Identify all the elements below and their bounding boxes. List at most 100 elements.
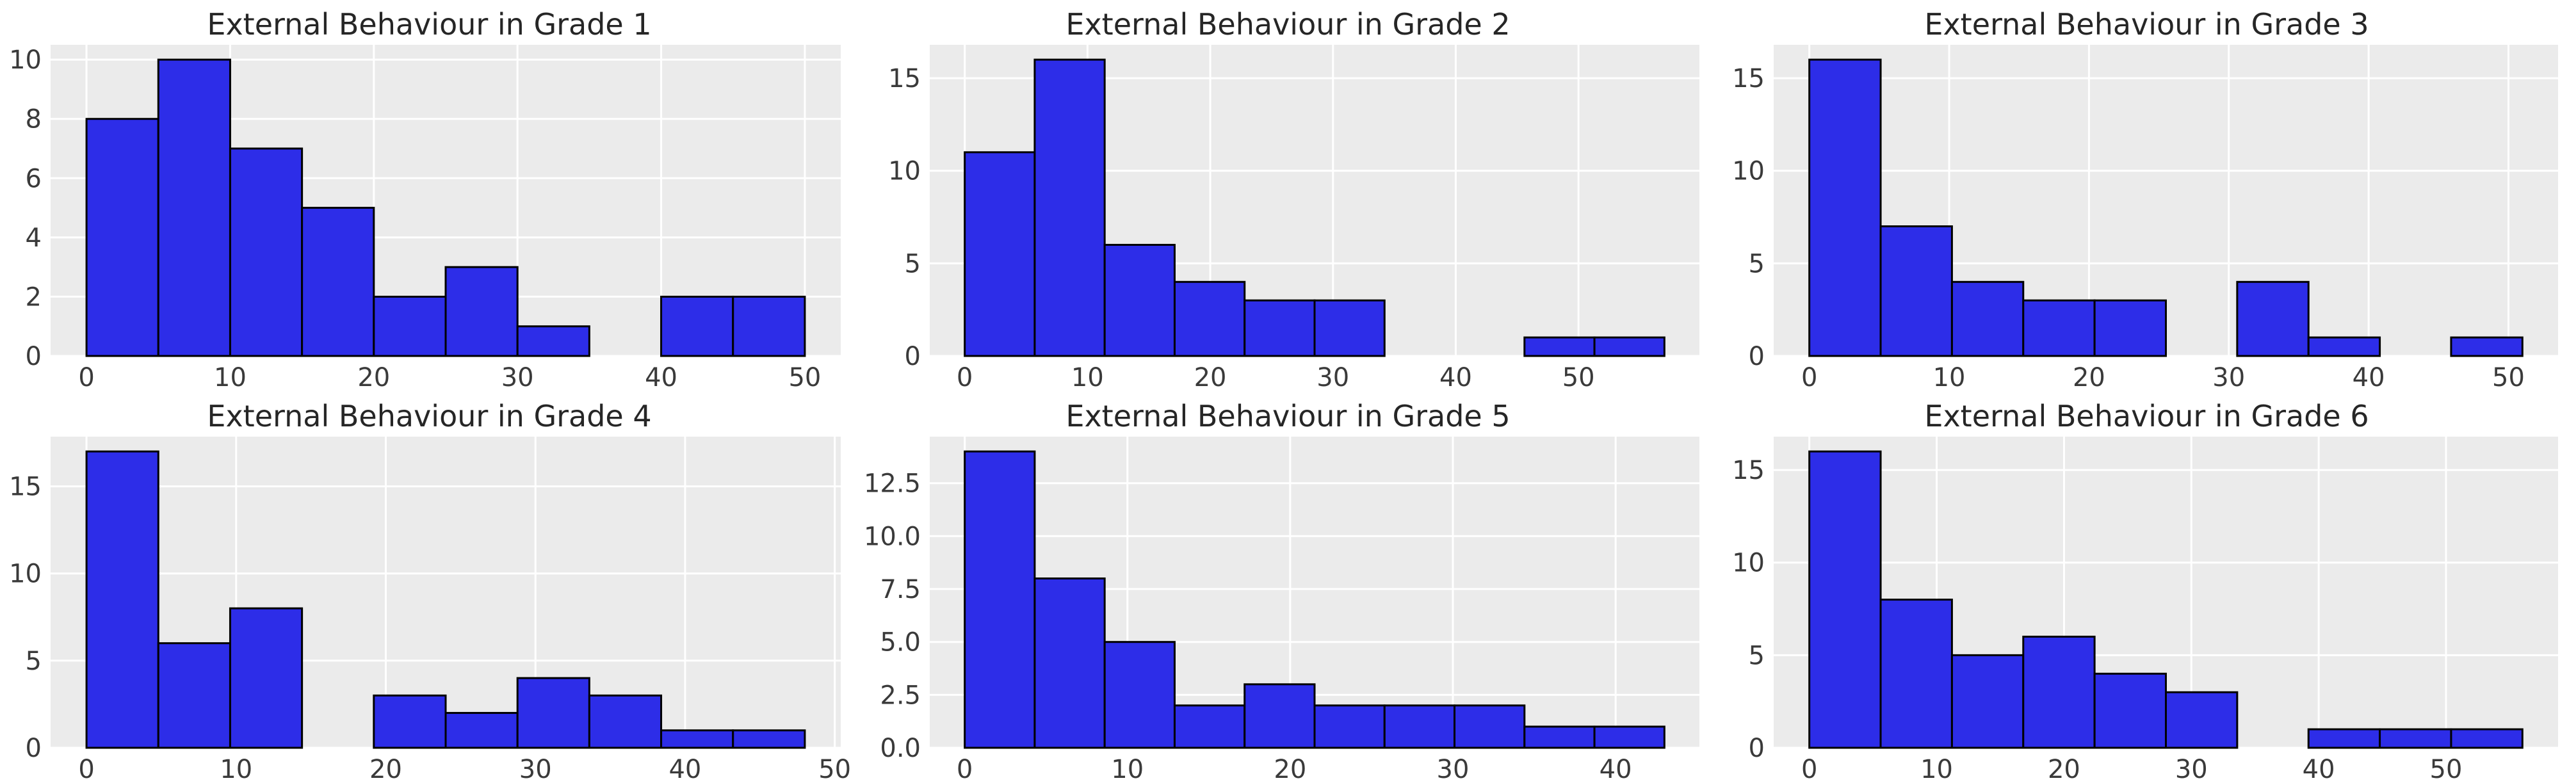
y-tick-label: 8 xyxy=(26,105,42,134)
y-tick-label: 15 xyxy=(9,472,42,501)
histogram-bar xyxy=(1950,280,2025,357)
plot-area-grade-6: 0 5 10 15 0 10 20 30 40 50 xyxy=(1732,436,2558,783)
chart-title-grade-4: External Behaviour in Grade 4 xyxy=(207,398,652,433)
histogram-bar xyxy=(1173,280,1246,357)
y-tick-label: 15 xyxy=(1732,64,1765,93)
histogram-bar xyxy=(1808,58,1882,357)
histogram-bar xyxy=(660,295,734,357)
chart-title-grade-3: External Behaviour in Grade 3 xyxy=(1924,7,2369,42)
x-tick-label: 40 xyxy=(1600,755,1632,783)
histogram-bar xyxy=(660,729,734,749)
chart-grade-3: External Behaviour in Grade 3 0 5 10 15 0 10 2… xyxy=(1717,0,2576,392)
x-tick-label: 30 xyxy=(2212,363,2245,392)
y-tick-label: 15 xyxy=(1732,456,1765,485)
histogram-bar xyxy=(1879,225,1953,357)
x-tick-label: 10 xyxy=(220,755,252,783)
y-tick-label: 6 xyxy=(26,164,42,193)
histogram-bar xyxy=(229,147,304,357)
x-tick-label: 40 xyxy=(668,755,701,783)
histogram-bar xyxy=(2450,728,2523,748)
x-tick-label: 40 xyxy=(2353,363,2385,392)
x-tick-label: 20 xyxy=(2073,363,2105,392)
x-tick-label: 20 xyxy=(357,363,390,392)
x-tick-label: 10 xyxy=(1933,363,1966,392)
histogram-bar xyxy=(2450,336,2523,357)
y-tick-label: 0 xyxy=(26,734,42,763)
histogram-bar xyxy=(1383,704,1456,749)
histogram-bar xyxy=(964,450,1036,749)
histogram-bar xyxy=(444,266,519,357)
histogram-bar xyxy=(1523,725,1596,749)
x-tick-label: 0 xyxy=(1801,755,1817,783)
histogram-bar xyxy=(588,694,663,749)
histogram-bar xyxy=(1879,598,1953,749)
y-tick-label: 10.0 xyxy=(864,522,921,551)
histogram-bar xyxy=(373,295,447,357)
histogram-bar xyxy=(2379,728,2452,748)
y-tick-label: 10 xyxy=(888,157,921,186)
x-tick-label: 50 xyxy=(818,755,851,783)
histogram-bar xyxy=(732,729,806,749)
histogram-bar xyxy=(1243,682,1316,748)
y-tick-label: 5 xyxy=(1749,249,1765,278)
y-tick-label: 10 xyxy=(9,559,42,588)
histogram-bar xyxy=(301,207,375,357)
x-tick-label: 10 xyxy=(1920,755,1953,783)
histogram-bar xyxy=(516,325,590,357)
plot-area-grade-4: 0 5 10 15 0 10 20 30 40 50 xyxy=(9,436,851,783)
histogram-bar xyxy=(1103,640,1176,748)
histogram-bar xyxy=(732,295,806,357)
x-tick-label: 30 xyxy=(2175,755,2208,783)
chart-title-grade-1: External Behaviour in Grade 1 xyxy=(207,7,652,42)
x-tick-label: 40 xyxy=(2303,755,2335,783)
x-tick-label: 40 xyxy=(1439,363,1472,392)
histogram-bar xyxy=(1950,654,2025,748)
histogram-bar xyxy=(1243,299,1316,357)
x-tick-label: 20 xyxy=(1194,363,1227,392)
y-tick-label: 0 xyxy=(1749,342,1765,371)
y-tick-label: 0 xyxy=(26,342,42,371)
y-tick-label: 4 xyxy=(26,223,42,253)
x-tick-label: 0 xyxy=(957,755,973,783)
x-tick-label: 30 xyxy=(1316,363,1349,392)
histogram-bar xyxy=(964,151,1036,357)
y-tick-label: 5 xyxy=(26,646,42,675)
histogram-bar xyxy=(157,58,231,357)
histogram-bar xyxy=(516,677,590,748)
plot-area-grade-3: 0 5 10 15 0 10 20 30 40 50 xyxy=(1732,45,2558,392)
y-tick-label: 5 xyxy=(1749,641,1765,670)
plot-area-grade-1: 0 2 4 6 8 10 0 10 20 30 40 50 xyxy=(9,45,841,392)
x-tick-label: 50 xyxy=(1562,363,1595,392)
x-tick-label: 50 xyxy=(788,363,821,392)
histogram-bar xyxy=(2022,635,2096,748)
histogram-bar xyxy=(85,450,159,749)
histogram-bar xyxy=(2307,336,2381,357)
y-tick-label: 10 xyxy=(1732,157,1765,186)
x-tick-label: 0 xyxy=(78,363,94,392)
histogram-bar xyxy=(2093,672,2167,748)
x-tick-label: 0 xyxy=(957,363,973,392)
histogram-bar xyxy=(1103,243,1176,357)
histogram-bar xyxy=(444,711,519,748)
chart-title-grade-6: External Behaviour in Grade 6 xyxy=(1924,398,2369,433)
chart-grade-4: External Behaviour in Grade 4 0 5 10 15 0 10 2… xyxy=(0,392,859,783)
histogram-bar xyxy=(157,642,231,748)
histogram-bar xyxy=(2165,691,2239,749)
y-tick-label: 2.5 xyxy=(880,681,921,710)
histogram-bar xyxy=(1033,577,1106,748)
x-tick-label: 10 xyxy=(1071,363,1104,392)
histogram-bar xyxy=(85,118,159,357)
histogram-bar xyxy=(1593,336,1665,357)
chart-title-grade-5: External Behaviour in Grade 5 xyxy=(1065,398,1511,433)
x-tick-label: 50 xyxy=(2430,755,2463,783)
x-tick-label: 20 xyxy=(369,755,402,783)
histogram-bar xyxy=(229,607,304,748)
x-tick-label: 0 xyxy=(78,755,94,783)
y-tick-label: 0 xyxy=(905,342,921,371)
y-tick-label: 15 xyxy=(888,64,921,93)
histogram-bar xyxy=(2307,728,2381,748)
histogram-bar xyxy=(1808,450,1882,749)
histogram-bar xyxy=(373,694,447,749)
x-tick-label: 0 xyxy=(1801,363,1817,392)
histogram-bar xyxy=(1033,58,1106,357)
